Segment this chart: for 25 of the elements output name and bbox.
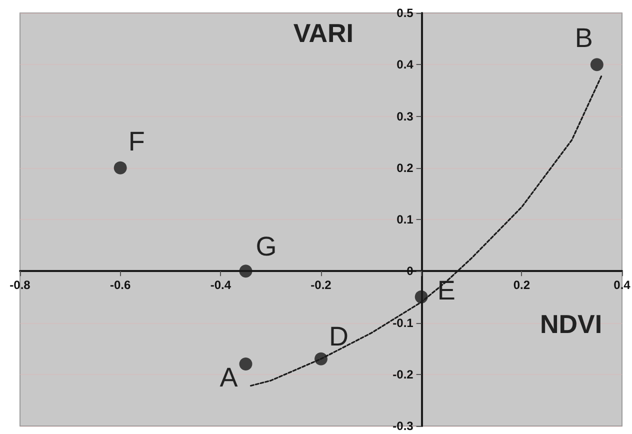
y-tick-label: 0.5 <box>396 6 414 20</box>
point <box>114 161 127 174</box>
annotation: F <box>128 126 145 156</box>
y-tick-label: 0.2 <box>396 160 414 175</box>
annotation: B <box>574 23 593 54</box>
y-tick-label: 0.3 <box>396 109 414 124</box>
x-axis-title: NDVI <box>540 309 602 340</box>
point <box>590 58 604 72</box>
y-tick-label: 0.4 <box>396 58 414 72</box>
x-tick-label: -0.2 <box>310 278 332 292</box>
point <box>239 358 252 371</box>
annotation: D <box>329 321 348 352</box>
annotation: A <box>220 362 238 393</box>
y-axis-title: VARI <box>293 18 354 48</box>
annotation: G <box>256 232 277 262</box>
y-tick-label: -0.2 <box>392 367 414 382</box>
x-tick-label: 0.2 <box>513 278 530 292</box>
x-tick-label: 0.4 <box>614 278 631 292</box>
x-tick-label: -0.8 <box>10 278 31 292</box>
x-tick-label: -0.6 <box>110 278 131 292</box>
y-tick-label: -0.1 <box>392 316 414 330</box>
point <box>239 264 252 278</box>
y-tick-label: -0.3 <box>392 419 414 433</box>
x-tick-label: -0.4 <box>210 278 232 292</box>
y-tick-label: 0.1 <box>396 212 414 226</box>
